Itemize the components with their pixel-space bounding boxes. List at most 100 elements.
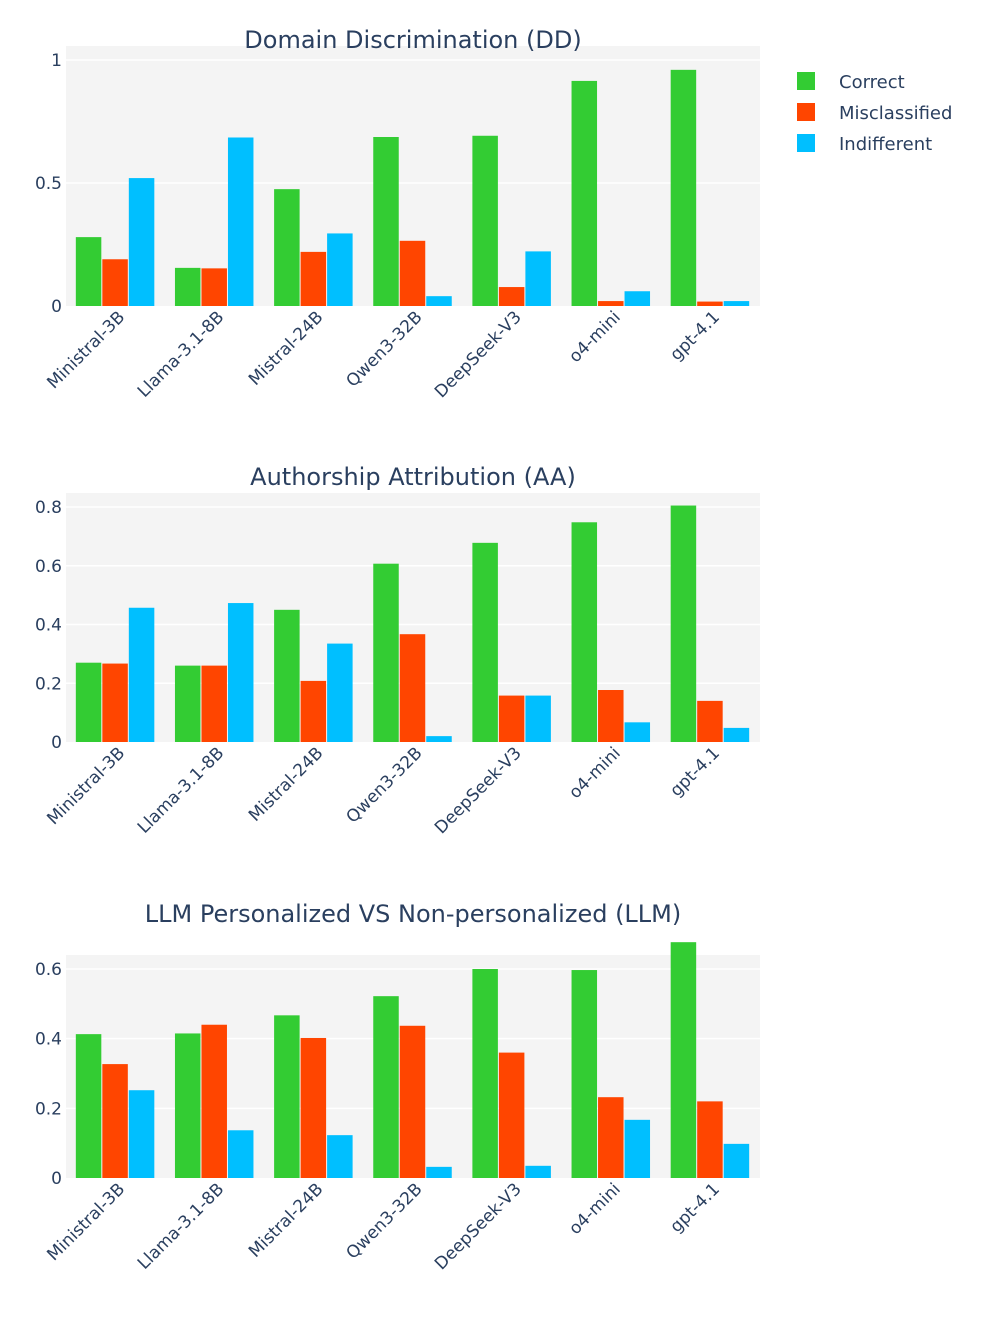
legend-label-correct: Correct xyxy=(839,72,905,93)
x-tick-label: Llama-3.1-8B xyxy=(134,1179,228,1273)
x-tick-label: Ministral-3B xyxy=(43,307,129,393)
x-tick-label: o4-mini xyxy=(565,307,624,366)
x-tick-label: Llama-3.1-8B xyxy=(134,307,228,401)
bar-misclassified-5 xyxy=(498,1052,525,1178)
bar-correct-1 xyxy=(75,237,102,306)
bar-indifferent-5 xyxy=(525,695,551,742)
chart-panel-1: 0 0.5 1 Ministral-3B Llama-3.1-8B Mistral-24B… xyxy=(35,26,760,402)
chart-title: Authorship Attribution (AA) xyxy=(250,463,576,491)
x-tick-label: gpt-4.1 xyxy=(666,307,724,365)
bar-misclassified-2 xyxy=(201,1024,227,1178)
chart-title: LLM Personalized VS Non-personalized (LL… xyxy=(145,900,682,928)
bar-indifferent-2 xyxy=(227,137,254,306)
bar-misclassified-7 xyxy=(697,1101,723,1178)
x-tick-label: Ministral-3B xyxy=(43,1179,129,1265)
bar-correct-2 xyxy=(174,1033,201,1178)
y-tick-label: 0.6 xyxy=(35,960,62,980)
bar-correct-3 xyxy=(274,609,300,742)
bar-correct-1 xyxy=(75,1034,102,1178)
y-tick-label: 0 xyxy=(51,733,62,753)
bar-indifferent-5 xyxy=(525,251,551,306)
bar-indifferent-7 xyxy=(723,301,750,306)
bar-correct-5 xyxy=(472,969,498,1178)
bar-correct-5 xyxy=(472,135,498,306)
bar-indifferent-3 xyxy=(327,643,353,742)
x-tick-label: o4-mini xyxy=(565,1179,624,1238)
bar-misclassified-4 xyxy=(399,634,426,742)
legend-label-indifferent: Indifferent xyxy=(839,134,932,155)
bar-indifferent-4 xyxy=(426,1166,452,1178)
legend-label-misclassified: Misclassified xyxy=(839,103,952,124)
bar-misclassified-3 xyxy=(300,1037,327,1178)
bar-indifferent-6 xyxy=(624,722,651,742)
bar-correct-5 xyxy=(472,542,498,742)
bar-misclassified-3 xyxy=(300,680,327,742)
bar-misclassified-5 xyxy=(498,695,525,742)
bar-correct-6 xyxy=(571,970,598,1178)
x-tick-label: Ministral-3B xyxy=(43,743,129,829)
x-tick-label: Qwen3-32B xyxy=(343,1179,427,1263)
bar-indifferent-7 xyxy=(723,1143,750,1178)
y-tick-label: 0 xyxy=(51,1169,62,1189)
legend-swatch-correct xyxy=(797,72,815,90)
bar-correct-6 xyxy=(571,80,598,306)
bar-correct-7 xyxy=(670,942,697,1178)
y-tick-label: 0.2 xyxy=(35,674,62,694)
bar-correct-4 xyxy=(373,563,399,742)
bar-misclassified-3 xyxy=(300,251,327,306)
bar-indifferent-2 xyxy=(227,1130,254,1178)
bar-indifferent-6 xyxy=(624,1119,651,1178)
bar-misclassified-6 xyxy=(598,1097,624,1178)
bar-correct-7 xyxy=(670,505,697,742)
bar-indifferent-3 xyxy=(327,1135,353,1178)
bar-misclassified-1 xyxy=(102,1064,128,1178)
bar-misclassified-7 xyxy=(697,700,723,742)
bar-indifferent-7 xyxy=(723,727,750,742)
chart-panel-3: 0 0.2 0.4 0.6 Ministral-3B Llama-3.1-8B Mistra… xyxy=(35,900,760,1274)
legend-swatch-indifferent xyxy=(797,134,815,152)
x-tick-label: gpt-4.1 xyxy=(666,1179,724,1237)
bar-misclassified-6 xyxy=(598,301,624,306)
bar-correct-2 xyxy=(174,267,201,306)
x-tick-label: Mistral-24B xyxy=(245,307,327,389)
bar-misclassified-7 xyxy=(697,301,723,306)
y-tick-label: 0.4 xyxy=(35,616,62,636)
bar-indifferent-1 xyxy=(128,607,155,742)
x-tick-label: Qwen3-32B xyxy=(343,307,427,391)
bar-indifferent-1 xyxy=(128,1090,155,1178)
x-tick-label: DeepSeek-V3 xyxy=(431,1179,526,1274)
bar-misclassified-4 xyxy=(399,1025,426,1178)
y-tick-label: 0.2 xyxy=(35,1099,62,1119)
bar-misclassified-1 xyxy=(102,259,128,306)
bar-indifferent-4 xyxy=(426,736,452,742)
x-tick-label: Mistral-24B xyxy=(245,1179,327,1261)
x-tick-label: gpt-4.1 xyxy=(666,743,724,801)
bar-misclassified-6 xyxy=(598,690,624,742)
y-tick-label: 1 xyxy=(51,51,62,71)
x-tick-label: Qwen3-32B xyxy=(343,743,427,827)
x-tick-label: Mistral-24B xyxy=(245,743,327,825)
bar-indifferent-1 xyxy=(128,178,155,306)
bar-correct-2 xyxy=(174,665,201,742)
bar-misclassified-2 xyxy=(201,665,227,742)
bar-correct-7 xyxy=(670,69,697,306)
bar-indifferent-3 xyxy=(327,233,353,306)
bar-correct-1 xyxy=(75,662,102,742)
bar-correct-3 xyxy=(274,1015,300,1178)
bar-misclassified-2 xyxy=(201,268,227,306)
bar-correct-4 xyxy=(373,996,399,1178)
x-tick-label: Llama-3.1-8B xyxy=(134,743,228,837)
bar-correct-6 xyxy=(571,522,598,742)
x-tick-label: DeepSeek-V3 xyxy=(431,743,526,838)
bar-misclassified-1 xyxy=(102,663,128,742)
legend-swatch-misclassified xyxy=(797,103,815,121)
bar-misclassified-4 xyxy=(399,240,426,306)
bar-misclassified-5 xyxy=(498,287,525,306)
x-tick-label: DeepSeek-V3 xyxy=(431,307,526,402)
bar-indifferent-4 xyxy=(426,296,452,306)
y-tick-label: 0.8 xyxy=(35,498,62,518)
y-tick-label: 0.6 xyxy=(35,557,62,577)
y-tick-label: 0 xyxy=(51,297,62,317)
